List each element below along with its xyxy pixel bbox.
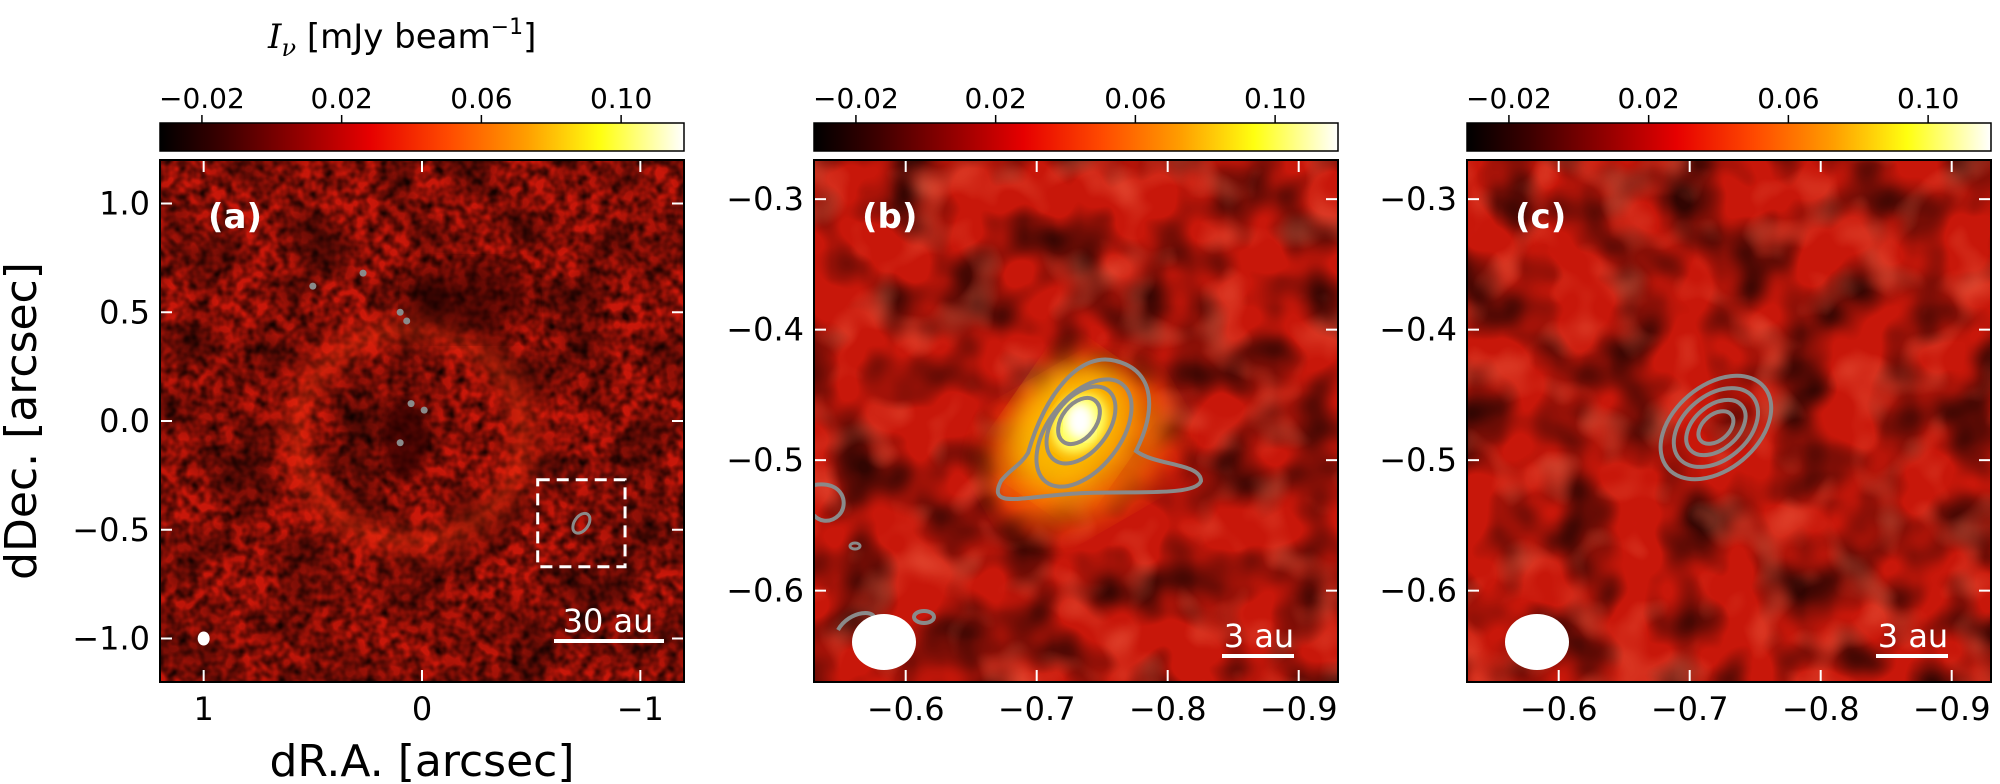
x-tick-label: −0.6 bbox=[867, 690, 945, 728]
panel-b-noise-contour bbox=[912, 609, 936, 625]
y-tick-label: −0.5 bbox=[72, 511, 150, 549]
panel-a-noise-contour bbox=[396, 439, 404, 447]
y-tick-label: −0.3 bbox=[1379, 180, 1457, 218]
panel-b-edge-contour bbox=[814, 482, 846, 523]
y-tick-label: −0.6 bbox=[726, 572, 804, 610]
colorbar-title: Iν [mJy beam−1] bbox=[267, 15, 536, 62]
y-tick-label: −0.4 bbox=[1379, 311, 1457, 349]
panel-a-noise-contour bbox=[403, 317, 411, 325]
panel-c: −0.6 −0.7 −0.8 −0.9 −0.3 −0.4 −0.5 −0.6 (c) 3 a… bbox=[1379, 159, 1992, 728]
panel-a-noise-contour bbox=[359, 269, 367, 277]
panel-a: 1 0 −1 1.0 0.5 0.0 −0.5 −1.0 (a) dR.A. [arcsec]… bbox=[0, 159, 685, 784]
panel-b: −0.6 −0.7 −0.8 −0.9 −0.3 −0.4 −0.5 −0.6 (b) 3 a… bbox=[726, 159, 1339, 728]
y-tick-label: −0.3 bbox=[726, 180, 804, 218]
panel-a-source-contour bbox=[571, 511, 592, 535]
panel-b-label: (b) bbox=[862, 197, 917, 237]
y-tick-label: −0.4 bbox=[726, 311, 804, 349]
colorbars: −0.02 0.02 0.06 0.10 −0.02 0.02 0.06 0.10 −0.02 0… bbox=[159, 82, 1992, 152]
panel-a-central-cavity bbox=[383, 398, 427, 482]
x-tick-label: −0.8 bbox=[1129, 690, 1207, 728]
panel-a-beam bbox=[197, 631, 210, 646]
panel-b-contour-4 bbox=[1056, 395, 1102, 447]
x-tick-label: 0 bbox=[412, 690, 432, 728]
panel-a-noise-contour bbox=[309, 282, 317, 290]
panel-b-scalebar-label: 3 au bbox=[1224, 617, 1294, 655]
panel-c-model-contour-3 bbox=[1684, 397, 1748, 458]
colorbar-c bbox=[1466, 122, 1992, 152]
colorbar-title-exp: −1 bbox=[491, 15, 523, 40]
colorbar-a bbox=[159, 122, 685, 152]
colorbar-title-close: ] bbox=[523, 17, 536, 57]
panel-a-frame bbox=[159, 159, 685, 683]
panel-b-noise-contour bbox=[848, 541, 862, 551]
y-tick-label: −0.5 bbox=[726, 441, 804, 479]
panel-a-scalebar-label: 30 au bbox=[563, 602, 654, 640]
colorbar-tick-label: 0.10 bbox=[1244, 82, 1306, 115]
x-axis-title: dR.A. [arcsec] bbox=[269, 736, 574, 784]
colorbar-tick-label: 0.06 bbox=[1104, 82, 1166, 115]
panel-c-model-contour-1 bbox=[1658, 373, 1774, 482]
x-tick-label: −0.7 bbox=[1651, 690, 1729, 728]
panel-a-noise-contour bbox=[396, 308, 404, 316]
colorbar-title-sub: ν bbox=[281, 34, 296, 62]
panel-c-beam bbox=[1505, 614, 1569, 670]
panel-c-scalebar-label: 3 au bbox=[1878, 617, 1948, 655]
colorbar-tick-label: 0.02 bbox=[964, 82, 1026, 115]
panel-a-zoom-box bbox=[536, 478, 627, 569]
colorbar-tick-label: 0.02 bbox=[1617, 82, 1679, 115]
colorbar-tick-label: 0.02 bbox=[310, 82, 372, 115]
colorbar-tick-label: 0.06 bbox=[1757, 82, 1819, 115]
x-tick-label: −1 bbox=[617, 690, 664, 728]
panel-c-frame bbox=[1466, 159, 1992, 683]
panel-b-frame bbox=[813, 159, 1339, 683]
panel-c-label: (c) bbox=[1515, 197, 1566, 237]
x-tick-label: −0.9 bbox=[1260, 690, 1338, 728]
colorbar-tick-label: −0.02 bbox=[1466, 82, 1552, 115]
panel-a-label: (a) bbox=[208, 197, 262, 237]
y-tick-label: −1.0 bbox=[72, 620, 150, 658]
colorbar-b bbox=[813, 122, 1339, 152]
y-tick-label: 0.0 bbox=[99, 402, 150, 440]
y-axis-title: dDec. [arcsec] bbox=[0, 262, 47, 580]
y-tick-label: −0.6 bbox=[1379, 572, 1457, 610]
y-tick-label: 0.5 bbox=[99, 293, 150, 331]
x-tick-label: −0.8 bbox=[1782, 690, 1860, 728]
panel-a-noise-contour bbox=[407, 400, 415, 408]
colorbar-tick-label: −0.02 bbox=[813, 82, 899, 115]
colorbar-title-symbol: I bbox=[267, 17, 282, 57]
colorbar-tick-label: 0.10 bbox=[1897, 82, 1959, 115]
x-tick-label: −0.7 bbox=[998, 690, 1076, 728]
x-tick-label: −0.9 bbox=[1913, 690, 1991, 728]
panel-b-contour-3 bbox=[1044, 384, 1118, 466]
panel-b-beam bbox=[852, 614, 916, 670]
panel-b-contour-1 bbox=[995, 357, 1204, 501]
panel-c-model-contour-2 bbox=[1671, 386, 1761, 469]
panel-a-noise-contour bbox=[420, 406, 428, 414]
x-tick-label: 1 bbox=[193, 690, 213, 728]
x-tick-label: −0.6 bbox=[1520, 690, 1598, 728]
panel-c-model-contour-4 bbox=[1696, 409, 1736, 446]
colorbar-tick-label: −0.02 bbox=[159, 82, 245, 115]
y-tick-label: −0.5 bbox=[1379, 441, 1457, 479]
colorbar-tick-label: 0.06 bbox=[450, 82, 512, 115]
colorbar-title-unit: [mJy beam bbox=[296, 17, 491, 57]
colorbar-tick-label: 0.10 bbox=[590, 82, 652, 115]
y-tick-label: 1.0 bbox=[99, 185, 150, 223]
